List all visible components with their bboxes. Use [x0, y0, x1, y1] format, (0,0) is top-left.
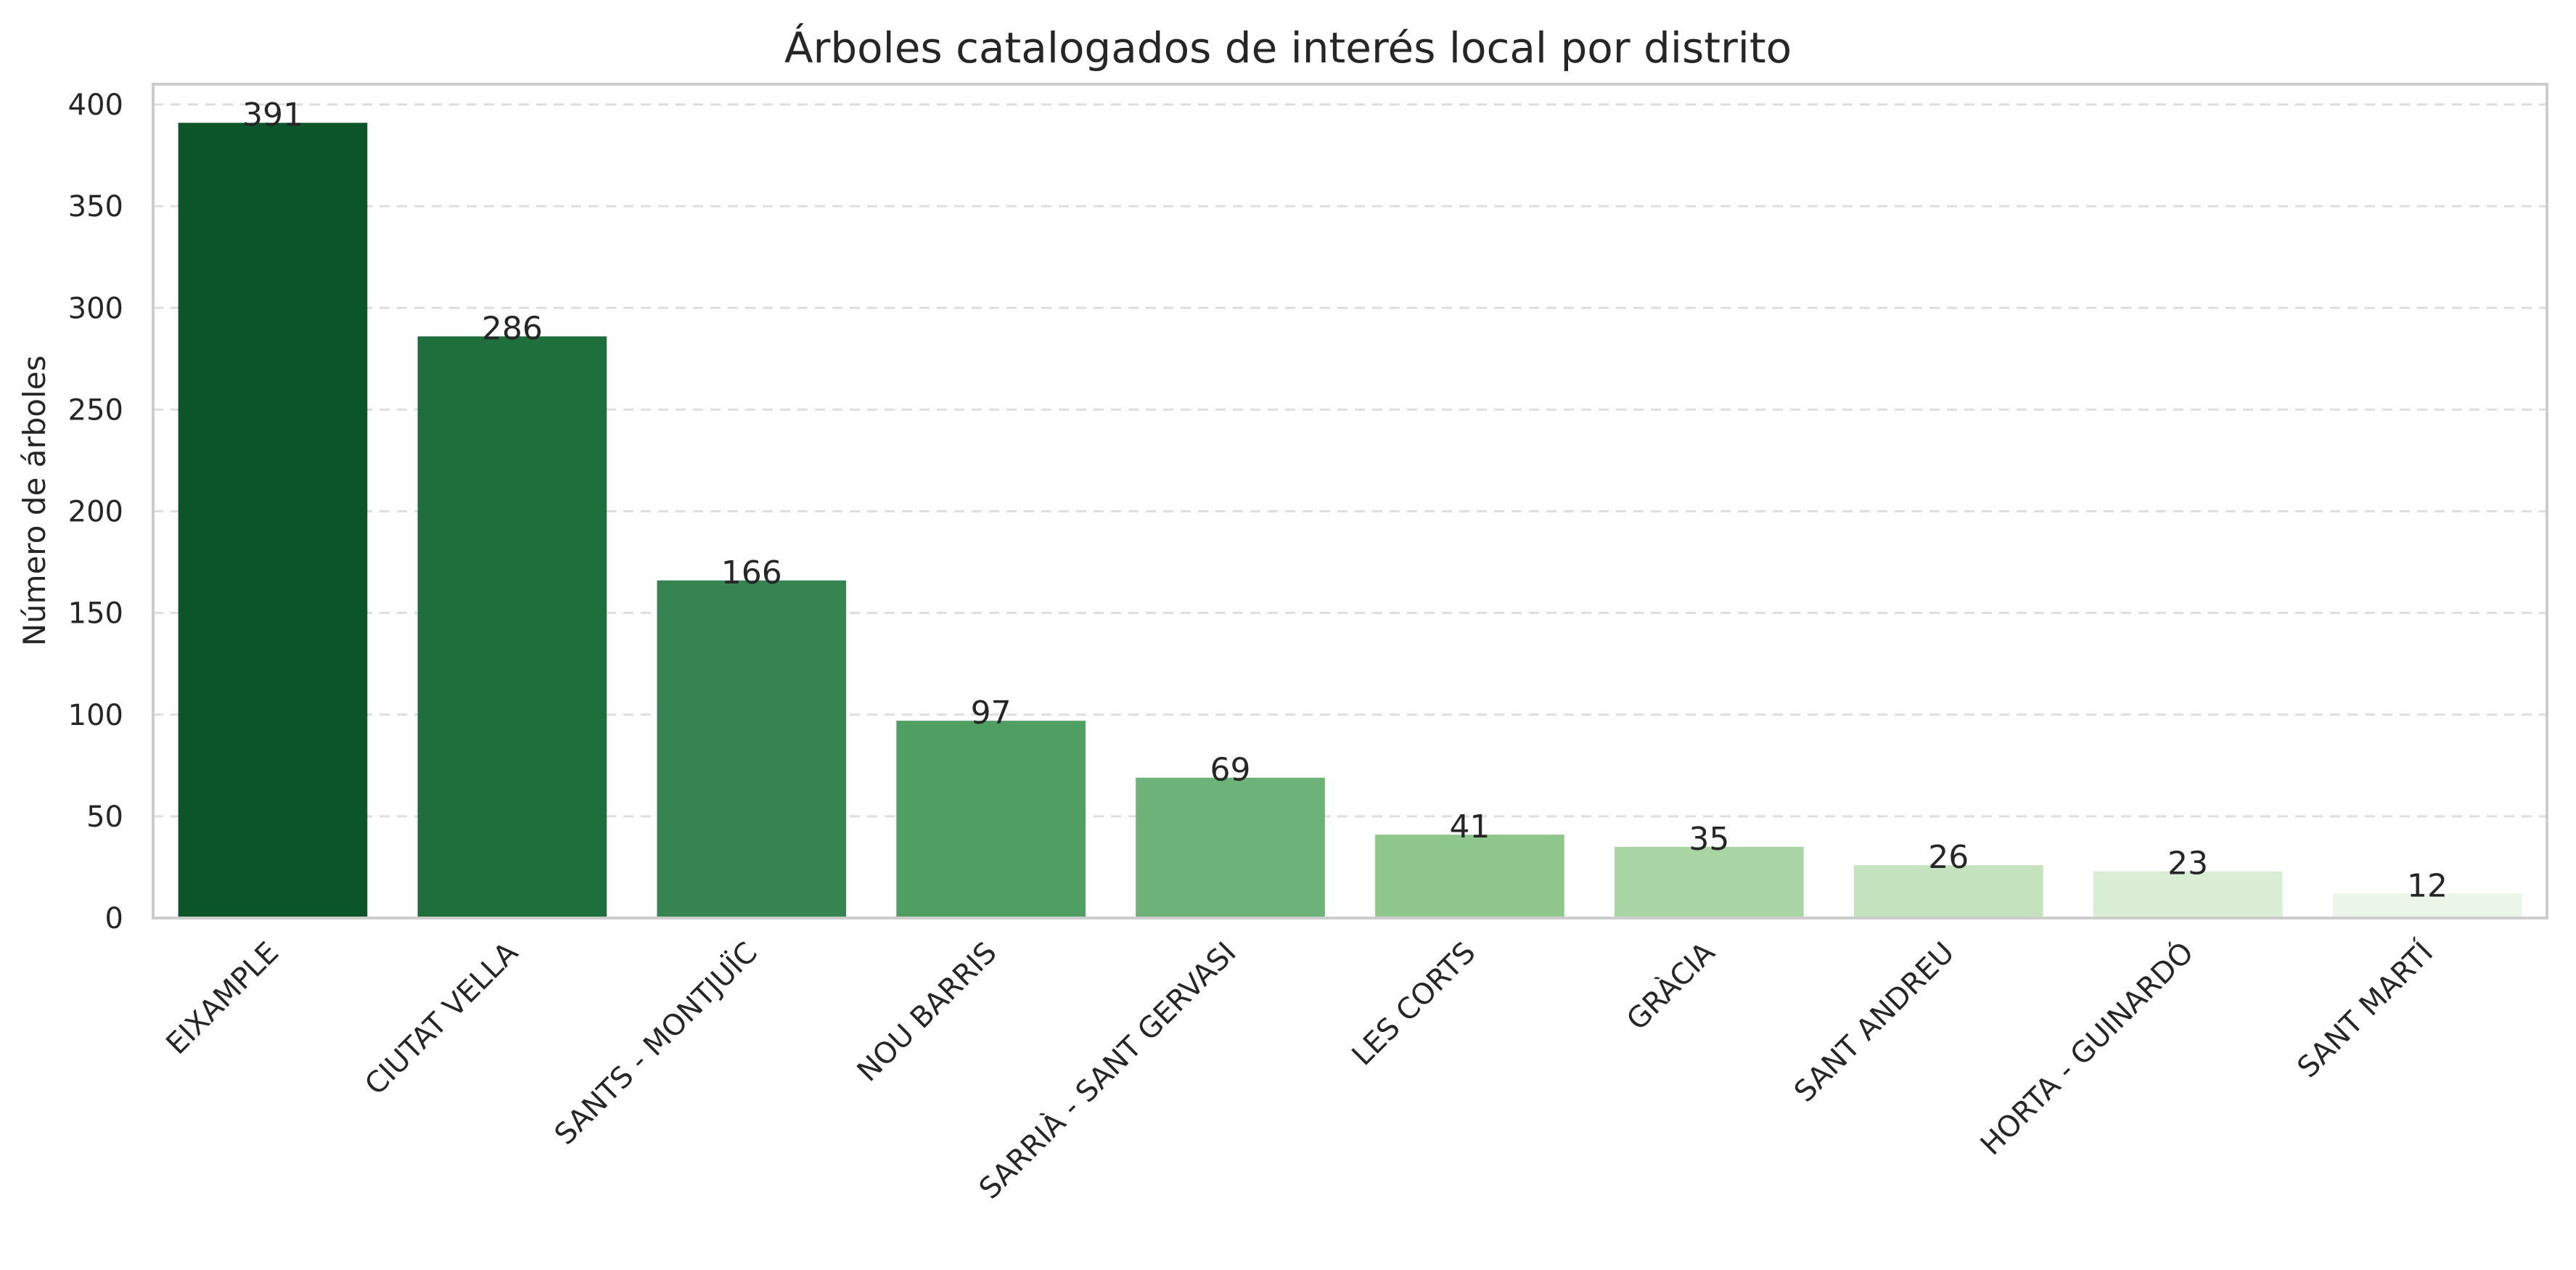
data-label: 12	[2407, 867, 2448, 904]
x-tick-label: SARRIÀ - SANT GERVASI	[972, 935, 1242, 1205]
y-tick-label: 50	[86, 800, 123, 834]
bars	[178, 123, 2522, 918]
data-label: 391	[242, 97, 303, 134]
x-tick-label: SANTS - MONTJUÏC	[547, 935, 764, 1152]
data-label: 26	[1928, 839, 1969, 876]
y-tick-label: 400	[68, 89, 123, 122]
y-tick-label: 200	[68, 496, 123, 529]
y-tick-label: 100	[68, 699, 123, 732]
data-label: 166	[721, 554, 782, 591]
bar	[896, 721, 1086, 918]
x-tick-label: SANT ANDREU	[1788, 936, 1961, 1109]
gridlines	[153, 103, 2547, 818]
y-tick-label: 350	[68, 190, 123, 224]
data-labels: 391 286 166 97 69 41 35 26 23 12	[242, 97, 2448, 904]
bar	[2332, 893, 2522, 918]
bar	[2093, 871, 2283, 918]
data-label: 97	[971, 695, 1012, 732]
bar	[1615, 846, 1804, 918]
bar	[417, 336, 607, 918]
x-tick-label: EIXAMPLE	[160, 936, 285, 1062]
y-tick-label: 150	[68, 597, 123, 631]
data-label: 35	[1689, 821, 1729, 858]
x-tick-label: HORTA - GUINARDÓ	[1973, 935, 2200, 1162]
bar	[1136, 777, 1325, 918]
bar	[657, 580, 847, 918]
x-axis: EIXAMPLE CIUTAT VELLA SANTS - MONTJUÏC NOU …	[160, 935, 2440, 1206]
x-tick-label: GRÀCIA	[1620, 935, 1722, 1037]
x-tick-label: SANT MARTÍ	[2290, 935, 2440, 1084]
data-label: 41	[1449, 808, 1490, 845]
x-tick-label: CIUTAT VELLA	[358, 935, 525, 1102]
x-tick-label: NOU BARRIS	[851, 936, 1004, 1089]
data-label: 23	[2167, 845, 2208, 882]
y-axis-label: Número de árboles	[17, 356, 52, 647]
chart-title: Árboles catalogados de interés local por…	[784, 22, 1792, 73]
bar	[1853, 865, 2043, 918]
data-label: 286	[482, 311, 543, 348]
y-tick-label: 300	[68, 292, 123, 325]
plot-frame	[152, 83, 2548, 919]
bar	[1375, 835, 1564, 918]
y-tick-label: 0	[105, 902, 123, 935]
x-tick-label: LES CORTS	[1346, 936, 1482, 1073]
y-axis: 0 50 100 150 200 250 300 350 400	[68, 89, 123, 935]
data-label: 69	[1210, 752, 1251, 789]
y-tick-label: 250	[68, 393, 123, 427]
bar	[178, 123, 368, 918]
